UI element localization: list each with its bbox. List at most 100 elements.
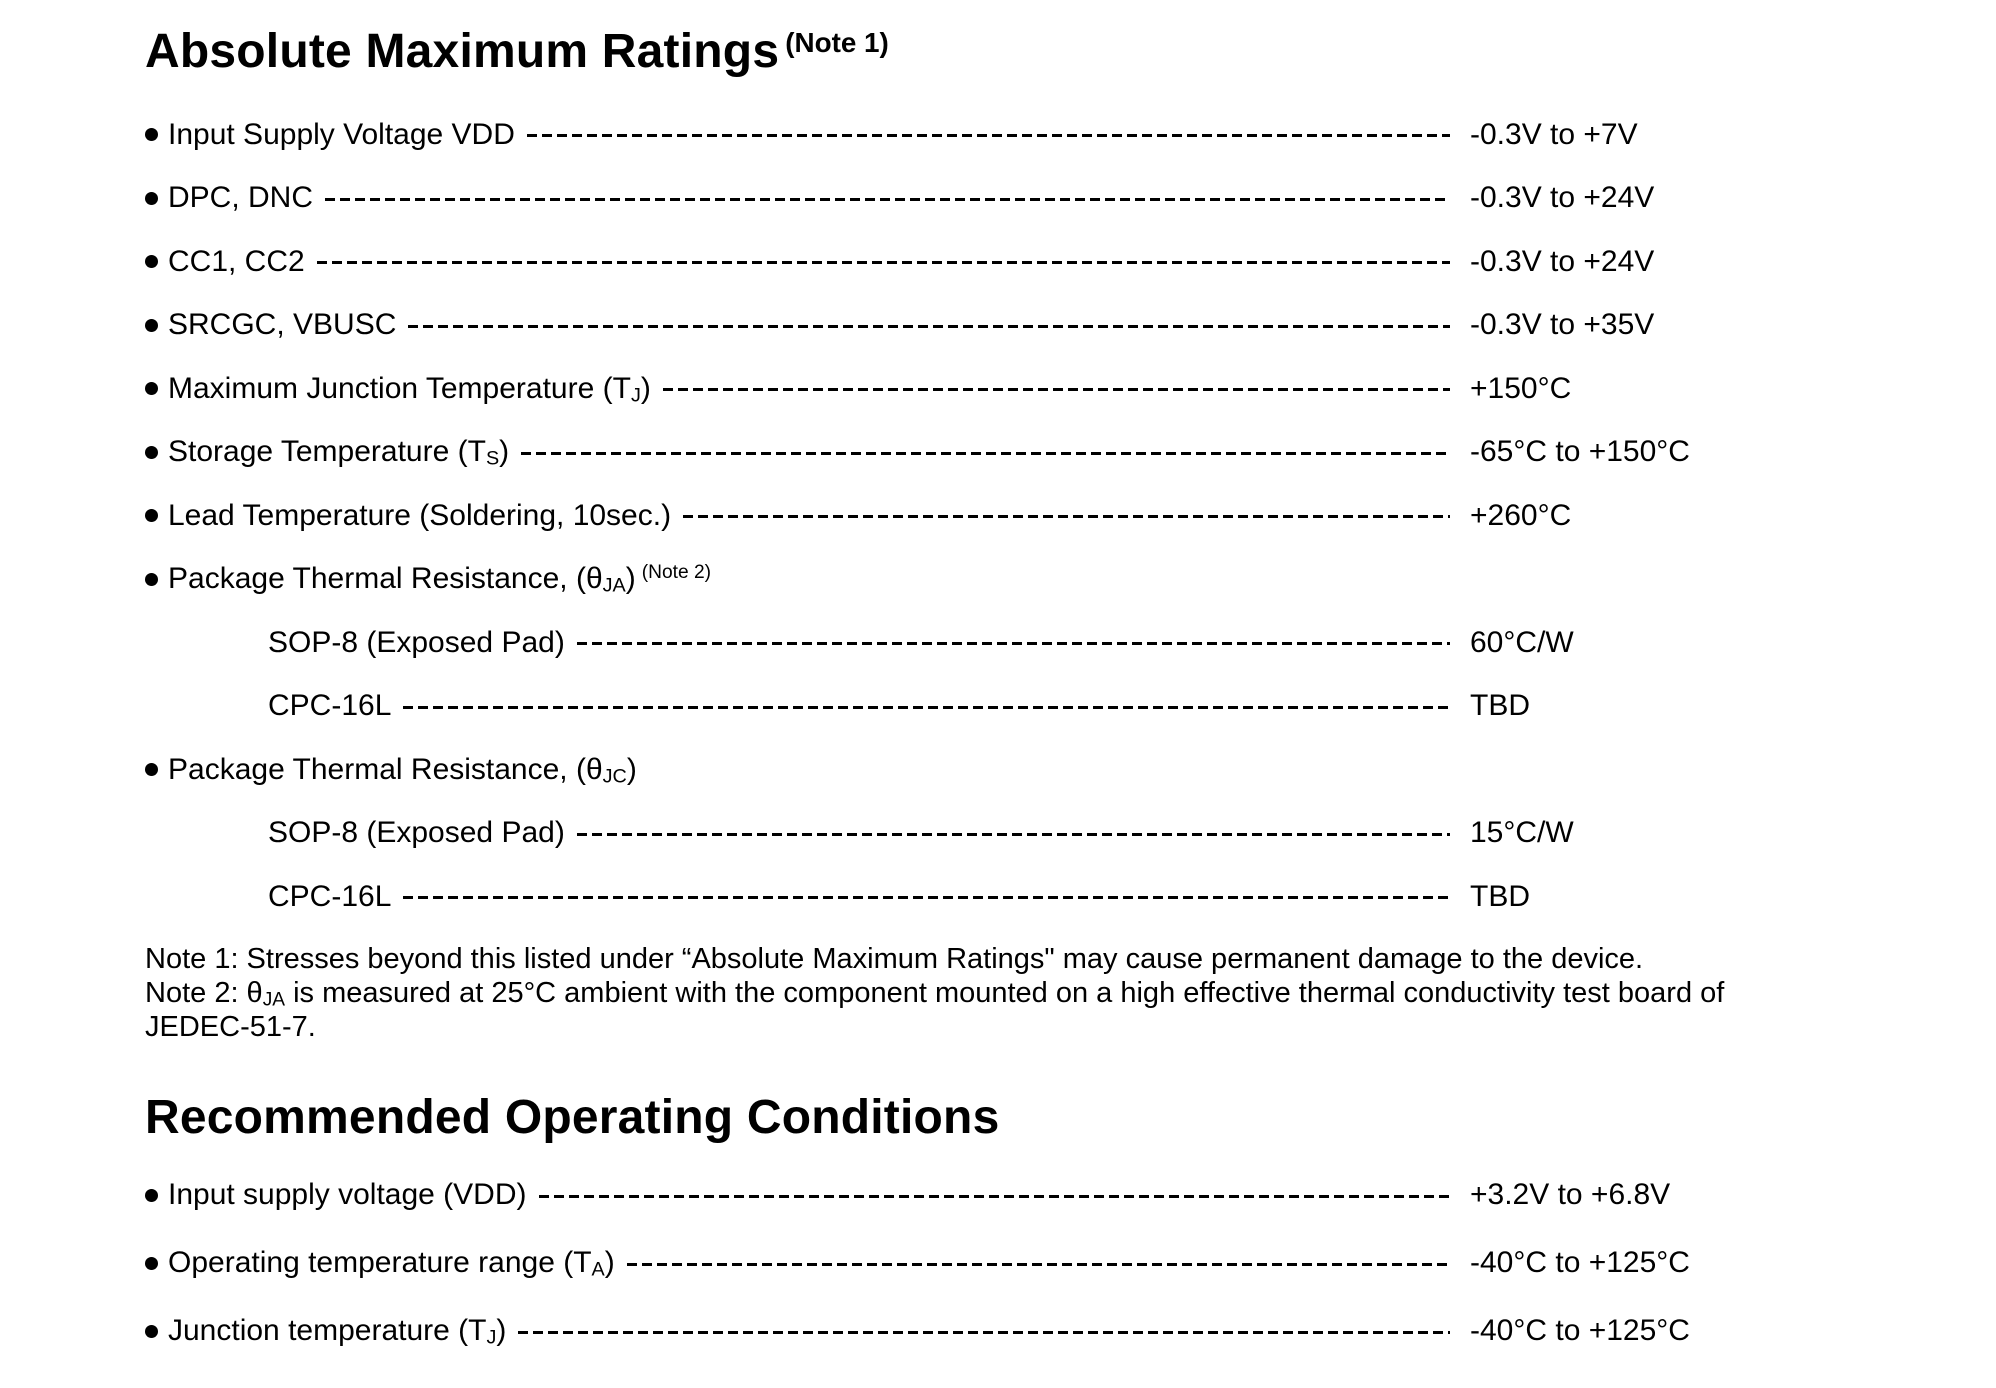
page-content: Absolute Maximum Ratings (Note 1) Input S… xyxy=(145,25,1815,1365)
spec-row-input-supply-voltage-rec: Input supply voltage (VDD) +3.2V to +6.8… xyxy=(145,1161,1815,1229)
spec-label-subscript: JC xyxy=(602,765,627,788)
spec-subrow-sop8-jc: SOP-8 (Exposed Pad) 15°C/W xyxy=(145,801,1815,865)
spec-row-junction-temperature: Junction temperature (TJ) -40°C to +125°… xyxy=(145,1297,1815,1365)
bullet-icon xyxy=(145,509,158,523)
spec-label: Package Thermal Resistance, (θJA) (Note 2… xyxy=(168,562,711,596)
spec-label: Junction temperature (TJ) xyxy=(168,1314,506,1348)
note-2: Note 2: θJA is measured at 25°C ambient … xyxy=(145,977,1724,1043)
notes-block: Note 1: Stresses beyond this listed unde… xyxy=(145,942,1825,1044)
spec-label: SOP-8 (Exposed Pad) xyxy=(268,626,565,660)
note-2-subscript: JA xyxy=(262,989,286,1011)
spec-label-text: Package Thermal Resistance, (θ xyxy=(168,562,603,596)
section-title-recommended-operating-conditions: Recommended Operating Conditions xyxy=(145,1091,1000,1145)
spec-label: DPC, DNC xyxy=(168,181,313,215)
spec-label-text: Lead Temperature (Soldering, 10sec.) xyxy=(168,498,672,532)
note-2-text: is measured at 25°C ambient with the com… xyxy=(145,977,1725,1044)
dash-leader xyxy=(626,1262,1450,1266)
spec-row-package-thermal-resistance-jc: Package Thermal Resistance, (θJC) xyxy=(145,738,1815,802)
spec-value: -0.3V to +24V xyxy=(1470,244,1655,278)
dash-leader xyxy=(576,642,1450,646)
spec-row-max-junction-temperature: Maximum Junction Temperature (TJ) +150°C xyxy=(145,357,1815,421)
spec-label-text: ) xyxy=(499,435,510,469)
spec-row-input-supply-voltage: Input Supply Voltage VDD -0.3V to +7V xyxy=(145,103,1815,167)
spec-label: CC1, CC2 xyxy=(168,245,305,279)
spec-row-operating-temperature-range: Operating temperature range (TA) -40°C t… xyxy=(145,1229,1815,1297)
title-note-superscript: (Note 1) xyxy=(785,26,889,58)
spec-label-text: ) xyxy=(496,1314,507,1348)
note-2-text: Note 2: θ xyxy=(145,977,263,1010)
spec-subrow-sop8-ja: SOP-8 (Exposed Pad) 60°C/W xyxy=(145,611,1815,675)
spec-label: SOP-8 (Exposed Pad) xyxy=(268,816,565,850)
spec-label-subscript: J xyxy=(630,384,641,407)
bullet-icon xyxy=(145,1324,158,1338)
spec-value: +150°C xyxy=(1470,371,1572,405)
spec-value: -65°C to +150°C xyxy=(1470,435,1690,469)
spec-value: -40°C to +125°C xyxy=(1470,1314,1690,1348)
spec-label: SRCGC, VBUSC xyxy=(168,308,396,342)
dash-leader xyxy=(683,515,1450,519)
spec-label-text: Junction temperature (T xyxy=(168,1314,487,1348)
spec-label: Input supply voltage (VDD) xyxy=(168,1178,527,1212)
spec-label-subscript: JA xyxy=(602,574,626,597)
spec-value: TBD xyxy=(1470,879,1530,913)
spec-label: Package Thermal Resistance, (θJC) xyxy=(168,753,637,787)
spec-value: +260°C xyxy=(1470,498,1572,532)
spec-label-text: ) xyxy=(640,371,651,405)
bullet-icon xyxy=(145,763,158,777)
dash-leader xyxy=(576,832,1450,836)
bullet-icon xyxy=(145,1256,158,1270)
spec-label-subscript: J xyxy=(486,1326,497,1349)
spec-label-text: ) xyxy=(625,562,636,596)
dash-leader xyxy=(526,134,1450,138)
spec-value: -0.3V to +24V xyxy=(1470,181,1655,215)
spec-label: CPC-16L xyxy=(268,689,391,723)
spec-label-text: Storage Temperature (T xyxy=(168,435,486,469)
spec-value: 60°C/W xyxy=(1470,625,1574,659)
spec-label-text: Input Supply Voltage VDD xyxy=(168,117,515,151)
spec-label-subscript: S xyxy=(485,447,500,470)
dash-leader xyxy=(408,324,1450,328)
spec-label: Input Supply Voltage VDD xyxy=(168,118,515,152)
spec-row-srcgc-vbusc: SRCGC, VBUSC -0.3V to +35V xyxy=(145,293,1815,357)
spec-label-subscript: A xyxy=(591,1258,605,1281)
dash-leader xyxy=(521,451,1450,455)
spec-value: -0.3V to +35V xyxy=(1470,308,1655,342)
dash-leader xyxy=(316,261,1450,265)
bullet-icon xyxy=(145,382,158,396)
spec-label-text: SRCGC, VBUSC xyxy=(168,308,397,342)
spec-value: +3.2V to +6.8V xyxy=(1470,1178,1671,1212)
spec-label-text: SOP-8 (Exposed Pad) xyxy=(268,625,565,659)
dash-leader xyxy=(518,1330,1450,1334)
spec-label: Operating temperature range (TA) xyxy=(168,1246,615,1280)
spec-label-text: Package Thermal Resistance, (θ xyxy=(168,752,603,786)
bullet-icon xyxy=(145,128,158,142)
spec-value: -0.3V to +7V xyxy=(1470,117,1638,151)
spec-label-text: CPC-16L xyxy=(268,879,392,913)
bullet-icon xyxy=(145,445,158,459)
spec-row-dpc-dnc: DPC, DNC -0.3V to +24V xyxy=(145,166,1815,230)
spec-row-package-thermal-resistance-ja: Package Thermal Resistance, (θJA) (Note 2… xyxy=(145,547,1815,611)
bullet-icon xyxy=(145,255,158,269)
spec-row-lead-temperature: Lead Temperature (Soldering, 10sec.) +26… xyxy=(145,484,1815,548)
title-text: Absolute Maximum Ratings xyxy=(145,25,780,78)
note-1: Note 1: Stresses beyond this listed unde… xyxy=(145,943,1644,976)
dash-leader xyxy=(325,197,1450,201)
spec-label: CPC-16L xyxy=(268,880,391,914)
spec-label-text: Input supply voltage (VDD) xyxy=(168,1178,527,1212)
spec-label-text: Operating temperature range (T xyxy=(168,1246,592,1280)
dash-leader xyxy=(403,896,1450,900)
bullet-icon xyxy=(145,572,158,586)
spec-subrow-cpc16l-jc: CPC-16L TBD xyxy=(145,865,1815,929)
dash-leader xyxy=(662,388,1450,392)
spec-value: -40°C to +125°C xyxy=(1470,1246,1690,1280)
spec-label-text: DPC, DNC xyxy=(168,181,314,215)
row-note-superscript: (Note 2) xyxy=(641,562,712,584)
bullet-icon xyxy=(145,1188,158,1202)
spec-label: Maximum Junction Temperature (TJ) xyxy=(168,372,651,406)
absolute-maximum-ratings-list: Input Supply Voltage VDD -0.3V to +7V DP… xyxy=(145,103,1815,929)
spec-label-text: CC1, CC2 xyxy=(168,244,305,278)
spec-label-text: Maximum Junction Temperature (T xyxy=(168,371,631,405)
spec-label-text: CPC-16L xyxy=(268,689,392,723)
spec-value: 15°C/W xyxy=(1470,816,1574,850)
